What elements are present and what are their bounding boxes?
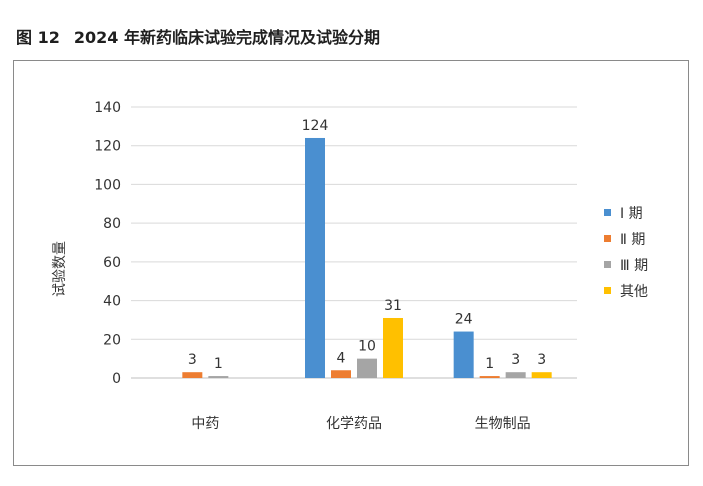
data-label: 3 xyxy=(188,352,197,368)
y-tick-label: 80 xyxy=(103,216,121,232)
figure-title: 图 12 2024 年新药临床试验完成情况及试验分期 xyxy=(16,24,380,48)
y-tick-label: 40 xyxy=(103,294,121,310)
y-tick-label: 100 xyxy=(94,177,121,193)
chart-frame: 0 20 40 60 80 100 120 140 3 1 124 4 10 31 24 1 3 3 中药 化学药… xyxy=(13,60,689,466)
legend-swatch xyxy=(604,209,611,216)
legend-label: 其他 xyxy=(620,284,648,300)
gridlines xyxy=(131,106,577,379)
legend: Ⅰ 期 Ⅱ 期 Ⅲ 期其他 xyxy=(604,206,648,300)
data-label: 3 xyxy=(511,352,520,368)
data-label: 3 xyxy=(537,352,546,368)
legend-swatch xyxy=(604,287,611,294)
data-label: 1 xyxy=(214,356,223,372)
bar xyxy=(331,370,351,378)
data-label: 24 xyxy=(455,312,473,328)
bar xyxy=(208,376,229,378)
legend-label: Ⅱ 期 xyxy=(620,232,645,248)
legend-label: Ⅰ 期 xyxy=(620,206,643,222)
x-tick-label: 生物制品 xyxy=(475,416,531,432)
data-label: 10 xyxy=(358,339,376,355)
bars xyxy=(182,137,552,378)
y-axis-label: 试验数量 xyxy=(52,241,68,297)
y-tick-label: 120 xyxy=(94,139,121,155)
data-label: 1 xyxy=(485,356,494,372)
bar xyxy=(505,372,526,378)
data-label: 124 xyxy=(302,118,329,134)
bar xyxy=(182,372,203,378)
x-axis-ticks: 中药 化学药品 生物制品 xyxy=(191,416,530,432)
bar xyxy=(357,358,377,378)
y-tick-label: 60 xyxy=(103,255,121,271)
y-axis-ticks: 0 20 40 60 80 100 120 140 xyxy=(94,100,121,387)
figure-number: 图 12 xyxy=(16,28,60,47)
legend-swatch xyxy=(604,261,611,268)
y-tick-label: 0 xyxy=(112,371,121,387)
data-label: 4 xyxy=(337,350,346,366)
bar xyxy=(383,317,403,378)
legend-swatch xyxy=(604,235,611,242)
y-tick-label: 140 xyxy=(94,100,121,116)
bar xyxy=(479,376,500,378)
legend-label: Ⅲ 期 xyxy=(620,258,648,274)
bar xyxy=(305,137,325,378)
x-tick-label: 化学药品 xyxy=(326,416,382,432)
bar xyxy=(531,372,552,378)
y-tick-label: 20 xyxy=(103,332,121,348)
figure-caption: 2024 年新药临床试验完成情况及试验分期 xyxy=(73,28,380,47)
data-label: 31 xyxy=(384,298,402,314)
bar xyxy=(453,331,474,378)
x-tick-label: 中药 xyxy=(191,416,219,432)
